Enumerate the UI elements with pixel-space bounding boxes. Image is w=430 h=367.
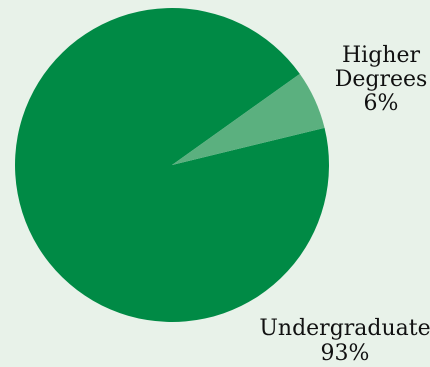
pie-slice-undergraduate: [15, 8, 330, 323]
label-undergraduate-value: 93%: [321, 341, 370, 366]
label-higher-degrees-line1: Higher: [342, 43, 420, 68]
label-higher-degrees-value: 6%: [364, 91, 399, 116]
pie-slice-higher-degrees: [172, 73, 325, 165]
label-undergraduate: Undergraduate: [259, 316, 430, 341]
label-higher-degrees-line2: Degrees: [335, 67, 428, 92]
